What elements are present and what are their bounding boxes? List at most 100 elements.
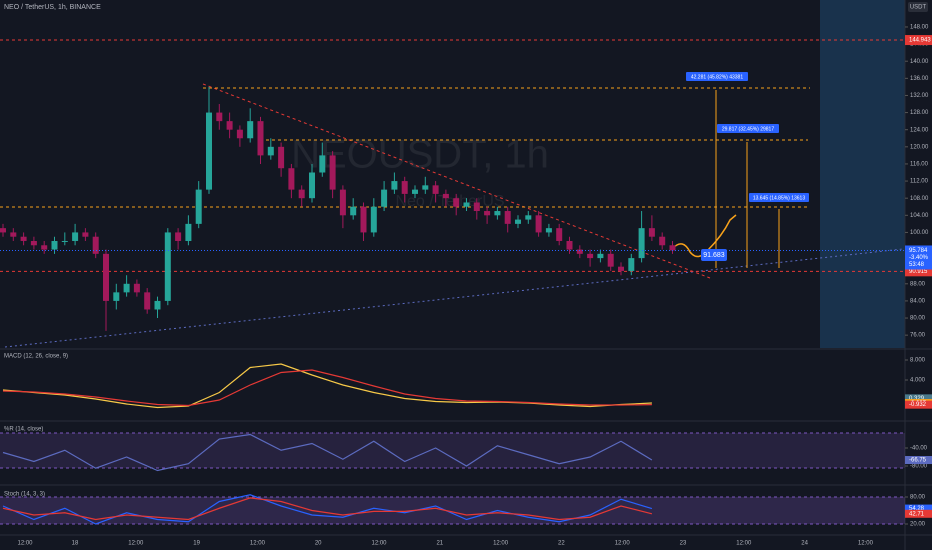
candle-body: [0, 228, 6, 233]
last-price: 95.784: [909, 248, 928, 254]
candle-body: [72, 232, 79, 241]
y-tick-label: 116.00: [910, 162, 929, 168]
candle-body: [504, 211, 511, 224]
candle-body: [473, 202, 480, 212]
candle-body: [659, 236, 666, 246]
candle-body: [195, 189, 202, 224]
time-label: 19: [193, 541, 200, 547]
value-box: [905, 456, 932, 465]
y-tick-label: 140.00: [910, 59, 929, 65]
watermark-sub: Neo / TetherUS: [395, 193, 504, 210]
annotation-box: [686, 72, 748, 81]
y-tick-label: 76.00: [910, 333, 926, 339]
candle-body: [576, 249, 583, 254]
candle-body: [309, 172, 315, 199]
candle-body: [123, 283, 130, 293]
candle-body: [401, 181, 408, 194]
candle-body: [20, 236, 27, 241]
time-label: 12:00: [128, 541, 144, 547]
candle-body: [412, 189, 418, 194]
pane-title: %R (14, close): [4, 427, 43, 433]
y-tick-label: -80.00: [910, 464, 928, 470]
y-tick-label: 112.00: [910, 179, 929, 185]
countdown: 53:48: [909, 262, 925, 268]
candle-body: [30, 240, 37, 246]
candle-body: [61, 240, 68, 242]
candle-body: [494, 211, 501, 216]
candle-body: [545, 228, 552, 233]
value-label: 42.71: [909, 511, 925, 517]
candle-body: [422, 185, 429, 190]
indicator-line: [2, 369, 652, 407]
candle-body: [515, 219, 521, 224]
candle-body: [525, 215, 532, 220]
marker: 91.683: [703, 252, 725, 259]
candle-body: [247, 121, 254, 139]
value-box: [905, 504, 932, 513]
candle-body: [10, 232, 17, 237]
candle-body: [648, 228, 655, 237]
indicator-line: [2, 494, 653, 525]
y-tick-label: 20.00: [910, 522, 926, 528]
y-tick-label: 80.00: [910, 495, 926, 501]
level-label: 90.915: [909, 269, 928, 275]
time-label: 12:00: [858, 541, 874, 547]
candle-body: [267, 146, 274, 156]
y-tick-label: 124.00: [910, 127, 929, 133]
value-label: 0.329: [909, 396, 925, 402]
marker-box: [701, 249, 727, 261]
candle-body: [298, 189, 305, 199]
y-tick-label: 8.000: [910, 358, 926, 364]
candle-body: [669, 245, 676, 251]
time-label: 18: [72, 541, 79, 547]
candle-body: [144, 292, 151, 310]
candle-body: [133, 283, 140, 293]
value-label: 54.28: [909, 506, 925, 512]
candle-body: [432, 185, 439, 194]
candle-body: [92, 236, 99, 254]
candle-body: [618, 266, 624, 271]
annotation: 29.817 (32.45%) 29817: [722, 126, 774, 132]
candle-body: [319, 155, 326, 173]
y-tick-label: 132.00: [910, 93, 929, 99]
y-tick-label: 4.000: [910, 378, 926, 384]
trend-line: [202, 83, 711, 279]
candle-body: [185, 223, 192, 241]
currency-badge: [908, 2, 928, 12]
pane-title: Stoch (14, 3, 3): [4, 492, 45, 498]
value-label: -66.75: [909, 458, 927, 464]
time-label: 12:00: [17, 541, 33, 547]
value-label: -0.932: [909, 402, 927, 408]
candle-body: [484, 211, 491, 216]
annotation: 42.281 (45.82%) 43381: [691, 74, 743, 80]
candle-body: [597, 253, 604, 259]
y-tick-label: 136.00: [910, 76, 929, 82]
candle-body: [628, 258, 635, 271]
candle-body: [226, 121, 233, 130]
level-box: [905, 35, 932, 46]
time-label: 23: [680, 541, 687, 547]
candle-body: [278, 146, 285, 169]
y-tick-label: -40.00: [910, 446, 928, 452]
candle-body: [113, 292, 120, 301]
value-box: [905, 509, 932, 518]
candle-body: [51, 240, 58, 250]
annotation: 13.645 (14.85%) 13613: [753, 195, 805, 201]
time-label: 12:00: [615, 541, 631, 547]
time-label: 22: [558, 541, 565, 547]
candle-body: [164, 232, 171, 301]
candle-body: [381, 189, 388, 207]
time-label: 12:00: [736, 541, 752, 547]
y-tick-label: 88.00: [910, 281, 926, 287]
y-tick-label: 120.00: [910, 144, 929, 150]
annotation-box: [717, 124, 779, 133]
y-tick-label: 80.00: [910, 316, 926, 322]
candle-body: [257, 121, 264, 156]
candle-body: [638, 228, 645, 259]
currency: USDT: [910, 5, 927, 11]
candle-body: [587, 253, 594, 259]
indicator-line: [2, 363, 652, 409]
candle-body: [82, 232, 89, 237]
time-label: 20: [315, 541, 322, 547]
